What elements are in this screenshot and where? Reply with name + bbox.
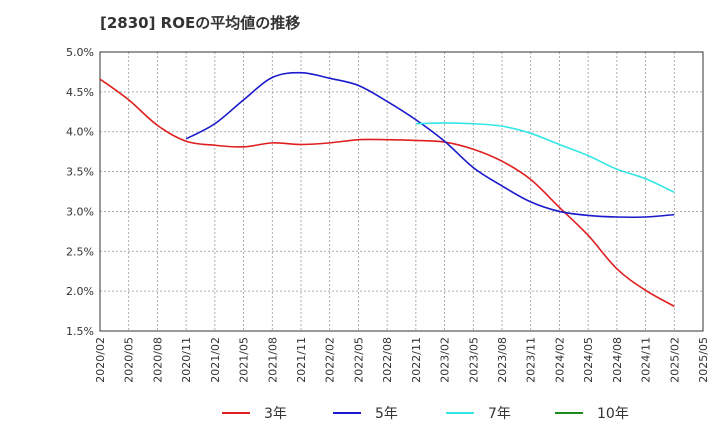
chart-title: [2830] ROEの平均値の推移 bbox=[100, 14, 301, 32]
x-tick-label: 2024/05 bbox=[582, 337, 595, 383]
legend-label: 3年 bbox=[264, 406, 287, 422]
x-tick-label: 2023/08 bbox=[496, 337, 509, 383]
x-tick-label: 2023/11 bbox=[525, 337, 538, 383]
series-line-7年 bbox=[415, 122, 675, 194]
y-tick-label: 4.5% bbox=[66, 86, 94, 99]
x-tick-label: 2025/05 bbox=[697, 337, 710, 383]
x-tick-label: 2020/11 bbox=[180, 337, 193, 383]
y-tick-label: 1.5% bbox=[66, 325, 94, 338]
x-tick-label: 2020/08 bbox=[151, 337, 164, 383]
x-tick-label: 2023/02 bbox=[439, 337, 452, 383]
x-tick-label: 2021/11 bbox=[295, 337, 308, 383]
plot-area bbox=[100, 52, 703, 331]
legend-label: 10年 bbox=[597, 406, 629, 422]
y-tick-label: 2.5% bbox=[66, 245, 94, 258]
x-tick-label: 2022/11 bbox=[410, 337, 423, 383]
x-tick-label: 2021/02 bbox=[209, 337, 222, 383]
y-tick-label: 4.0% bbox=[66, 126, 94, 139]
x-tick-label: 2025/02 bbox=[668, 337, 681, 383]
x-tick-label: 2022/05 bbox=[352, 337, 365, 383]
x-tick-label: 2024/08 bbox=[611, 337, 624, 383]
x-axis-ticks: 2020/02 2020/05 2020/08 2020/11 2021/02 2021/… bbox=[94, 337, 710, 383]
x-tick-label: 2022/02 bbox=[324, 337, 337, 383]
x-tick-label: 2021/08 bbox=[266, 337, 279, 383]
y-tick-label: 2.0% bbox=[66, 285, 94, 298]
series-line-5年 bbox=[185, 71, 675, 219]
legend-label: 7年 bbox=[488, 406, 511, 422]
series-lines bbox=[99, 71, 675, 307]
y-tick-label: 5.0% bbox=[66, 46, 94, 59]
y-axis-ticks: 1.5% 2.0% 2.5% 3.0% 3.5% 4.0% 4.5% 5.0% bbox=[66, 46, 94, 338]
legend-label: 5年 bbox=[375, 406, 398, 422]
x-tick-label: 2024/11 bbox=[640, 337, 653, 383]
plot-border bbox=[99, 51, 704, 332]
x-tick-label: 2020/02 bbox=[94, 337, 107, 383]
y-tick-label: 3.5% bbox=[66, 166, 94, 179]
x-tick-label: 2022/08 bbox=[381, 337, 394, 383]
x-tick-label: 2024/02 bbox=[553, 337, 566, 383]
series-line-3年 bbox=[99, 78, 675, 307]
x-tick-label: 2023/05 bbox=[467, 337, 480, 383]
x-tick-label: 2021/05 bbox=[238, 337, 251, 383]
legend: 3年 5年 7年 10年 bbox=[222, 406, 629, 422]
y-tick-label: 3.0% bbox=[66, 205, 94, 218]
x-tick-label: 2020/05 bbox=[123, 337, 136, 383]
